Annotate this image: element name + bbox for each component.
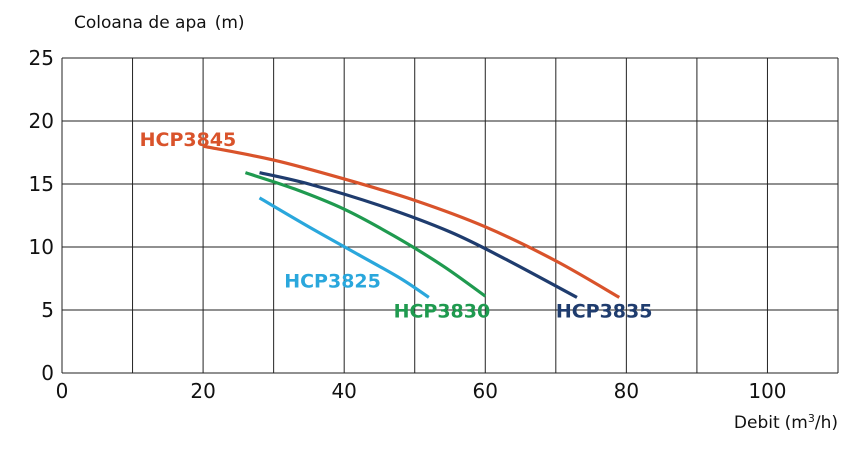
x-tick-label: 40: [331, 379, 356, 403]
series-line-hcp3845: [202, 144, 621, 299]
series-labels: HCP3845 HCP3835 HCP3830 HCP3825: [140, 129, 653, 322]
y-tick-label: 5: [41, 298, 54, 322]
x-tick-label: 60: [473, 379, 498, 403]
series-line-hcp3825: [258, 196, 430, 299]
x-axis-title: Debit (m3/h): [734, 412, 838, 433]
series-line-hcp3835: [259, 171, 578, 299]
series-label-hcp3845: HCP3845: [140, 129, 237, 151]
x-tick-label: 100: [748, 379, 786, 403]
series-label-hcp3835: HCP3835: [556, 301, 653, 323]
y-tick-labels: 0 5 10 15 20 25: [29, 46, 54, 385]
x-tick-label: 0: [56, 379, 69, 403]
y-tick-label: 0: [41, 361, 54, 385]
y-axis-unit: (m): [215, 13, 245, 33]
x-tick-labels: 0 20 40 60 80 100: [56, 379, 787, 403]
x-tick-label: 80: [614, 379, 639, 403]
x-axis-unit-pre: (m: [785, 413, 808, 433]
series-line-hcp3830: [244, 171, 487, 298]
y-axis-title: Coloana de apa (m): [74, 13, 245, 33]
y-tick-label: 10: [29, 235, 54, 259]
series-label-hcp3830: HCP3830: [394, 301, 491, 323]
y-tick-label: 20: [29, 109, 54, 133]
series-label-hcp3825: HCP3825: [284, 270, 381, 292]
series-curves: [202, 144, 621, 299]
y-tick-label: 25: [29, 46, 54, 70]
x-axis-label: Debit: [734, 413, 780, 433]
x-tick-label: 20: [190, 379, 215, 403]
y-tick-label: 15: [29, 172, 54, 196]
grid: [61, 57, 839, 374]
y-axis-label: Coloana de apa: [74, 13, 207, 33]
x-axis-unit-post: /h): [815, 413, 838, 433]
x-axis-unit-sup: 3: [808, 412, 815, 425]
